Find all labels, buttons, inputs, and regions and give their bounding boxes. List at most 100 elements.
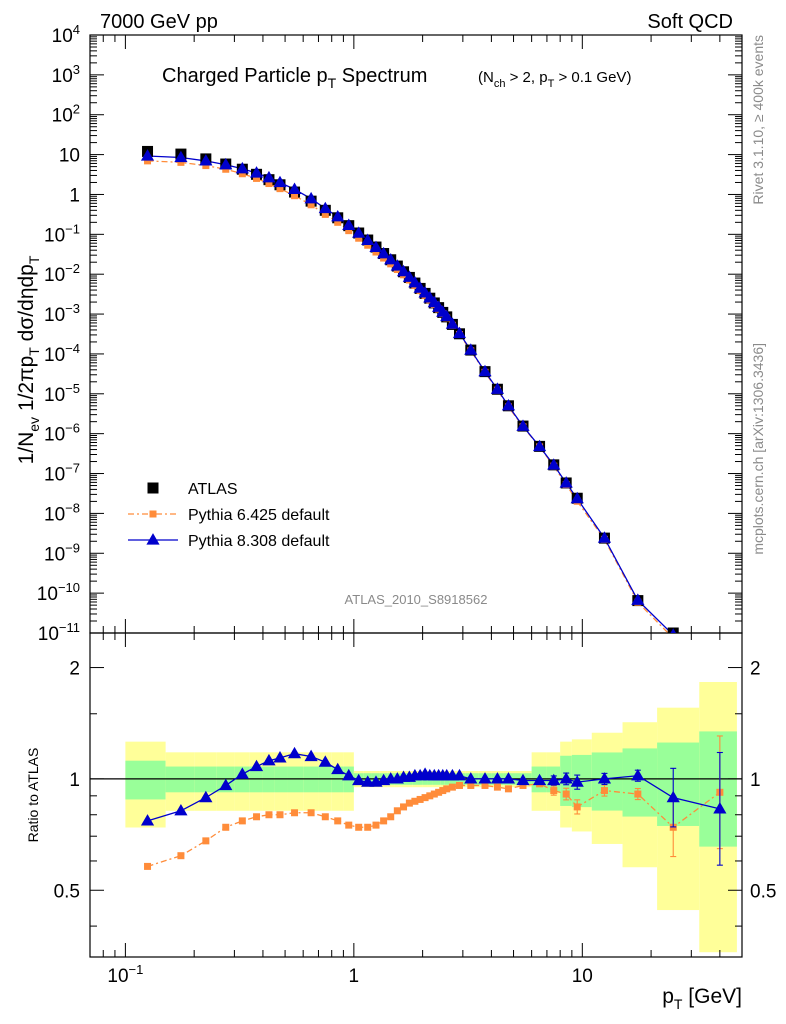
- pythia8-ratio-point: [516, 773, 530, 786]
- pythia8-point: [390, 259, 404, 271]
- pythia8-ratio-point: [140, 814, 155, 826]
- pythia6-point: [276, 185, 284, 193]
- main-y-axis-label: 1/Nev 1/2πpT dσ/dηdpT: [15, 255, 42, 464]
- pythia6-ratio-point: [222, 823, 230, 831]
- pythia8-ratio-point: [666, 790, 680, 803]
- pythia8-ratio-point: [262, 753, 276, 766]
- ratio-y-tick-label-right: 1: [750, 770, 761, 791]
- pythia6-point: [202, 162, 210, 170]
- y-tick-label: 10−2: [44, 261, 80, 286]
- pythia8-point: [361, 233, 375, 245]
- y-tick-label: 10−3: [44, 301, 80, 326]
- pythia6-ratio-point: [493, 783, 501, 791]
- process-label: Soft QCD: [647, 11, 733, 33]
- pythia8-ratio-point: [199, 790, 213, 803]
- pythia6-point: [177, 158, 185, 166]
- pythia8-ratio-point: [570, 775, 584, 787]
- pythia8-point: [369, 240, 383, 253]
- pythia6-ratio-point: [416, 795, 424, 803]
- pythia6-ratio-point: [600, 787, 608, 795]
- pythia6-ratio-point: [334, 817, 342, 825]
- y-tick-label: 10−11: [38, 620, 80, 645]
- y-tick-label: 10−1: [44, 221, 80, 246]
- pythia6-point: [265, 180, 273, 188]
- pythia6-point: [307, 201, 315, 209]
- pythia6-ratio-point: [448, 783, 456, 791]
- legend-pythia8-marker: [146, 533, 160, 545]
- pythia8-point: [262, 170, 276, 183]
- legend: ATLAS Pythia 6.425 default Pythia 8.308 de…: [128, 481, 330, 550]
- pythia8-point: [516, 419, 530, 431]
- pythia6-ratio-point: [405, 799, 413, 807]
- pythia8-ratio-point: [249, 759, 264, 772]
- pythia6-ratio-point: [411, 797, 419, 805]
- pythia6-ratio-point: [307, 809, 315, 817]
- y-tick-label: 103: [52, 62, 80, 87]
- legend-pythia6-marker: [149, 510, 157, 518]
- pythia8-point: [570, 491, 584, 504]
- ratio-data-series: [140, 735, 727, 870]
- pythia8-ratio-point: [287, 746, 302, 759]
- chart-title: Charged Particle pT Spectrum: [162, 65, 427, 91]
- pythia8-ratio-point: [559, 772, 573, 784]
- pythia6-point: [291, 192, 299, 200]
- pythia8-ratio-point: [235, 767, 249, 779]
- legend-label: ATLAS: [188, 481, 238, 498]
- pythia6-point: [253, 174, 261, 182]
- pythia6-ratio-point: [253, 813, 261, 821]
- ratio-uncertainty-bands: [125, 682, 737, 953]
- x-tick-label: 10−1: [107, 962, 143, 987]
- pythia8-ratio-point: [273, 751, 287, 763]
- pythia8-ratio-point: [304, 749, 318, 762]
- ratio-y-tick-label-left: 2: [69, 659, 80, 680]
- pythia8-ratio-point: [464, 772, 478, 784]
- y-tick-label: 10: [59, 146, 80, 167]
- main-data-series: [140, 145, 679, 633]
- pythia8-point: [287, 182, 302, 194]
- axis-ticks: [89, 34, 743, 957]
- ratio-y-axis-label: Ratio to ATLAS: [25, 748, 41, 843]
- analysis-watermark: ATLAS_2010_S8918562: [345, 592, 488, 607]
- pythia6-ratio-point: [238, 817, 246, 825]
- pythia8-point: [490, 382, 505, 394]
- ratio-y-tick-label-left: 1: [69, 770, 80, 791]
- pythia8-point: [402, 270, 416, 282]
- pythia6-ratio-point: [421, 794, 429, 802]
- pythia8-ratio-point: [361, 775, 375, 787]
- pythia8-point: [377, 246, 391, 259]
- pythia8-ratio-point: [597, 772, 612, 784]
- y-tick-label: 10−4: [44, 341, 80, 366]
- axis-tick-labels: 10−1 1 1010−1110−1010−910−810−710−610−510−…: [37, 22, 777, 987]
- legend-atlas-marker: [147, 482, 159, 494]
- mcplots-label: mcplots.cern.ch [arXiv:1306.3436]: [750, 343, 766, 555]
- pythia8-point: [501, 398, 516, 411]
- pythia8-point: [445, 317, 460, 329]
- pythia6-ratio-point: [573, 803, 581, 811]
- ratio-y-tick-label-left: 0.5: [54, 881, 80, 902]
- ratio-stat-uncertainty-band: [125, 760, 166, 800]
- pythia8-point: [352, 226, 366, 238]
- pythia6-ratio-point: [321, 813, 329, 821]
- pythia8-point: [532, 439, 547, 452]
- pythia8-ratio-point: [318, 755, 332, 767]
- pythia8-ratio-point: [478, 772, 492, 784]
- pythia8-ratio-point: [713, 802, 727, 814]
- ratio-stat-uncertainty-band: [622, 748, 658, 817]
- pythia8-point: [140, 149, 155, 161]
- pythia6-ratio-point: [435, 788, 443, 796]
- pythia8-point: [235, 161, 249, 174]
- pythia6-ratio-point: [519, 781, 527, 789]
- y-tick-label: 102: [52, 102, 80, 127]
- pythia8-point: [464, 343, 478, 355]
- pythia8-point: [174, 150, 188, 163]
- pythia6-point: [372, 248, 380, 256]
- pythia8-point: [219, 157, 233, 170]
- legend-label: Pythia 8.308 default: [188, 533, 330, 550]
- pythia6-point: [355, 234, 363, 242]
- pythia6-ratio-point: [364, 823, 372, 831]
- pythia6-ratio-point: [443, 785, 451, 793]
- pythia6-ratio-point: [265, 811, 273, 819]
- pythia6-ratio-point: [144, 862, 152, 870]
- pythia6-point: [321, 210, 329, 218]
